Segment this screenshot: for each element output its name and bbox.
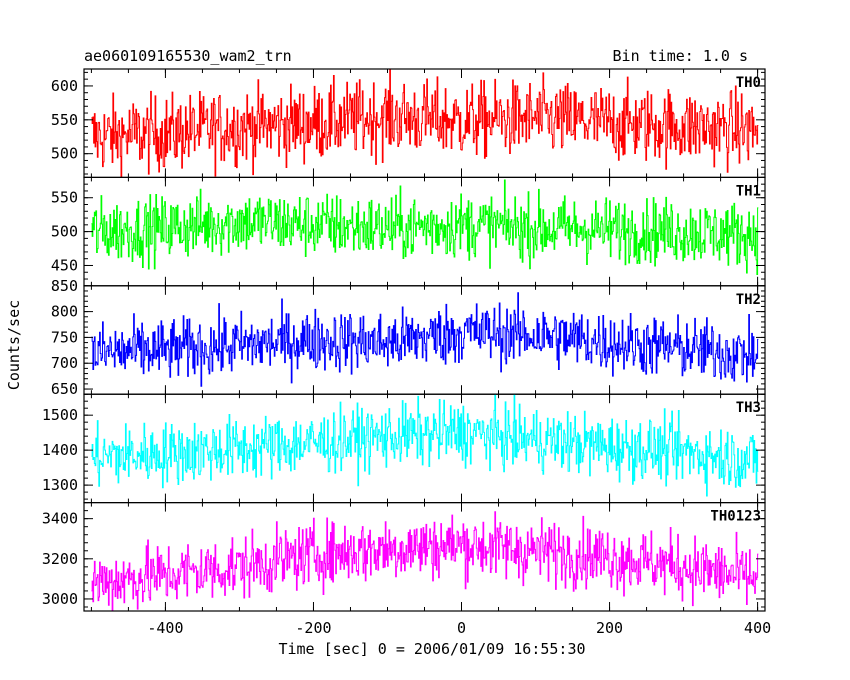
y-tick-label: 700 [51,354,78,372]
bin-time-label: Bin time: 1.0 s [613,47,748,65]
y-tick-label: 550 [51,111,78,129]
panel-label-th3: TH3 [736,400,761,416]
y-tick-label: 500 [51,145,78,163]
panel-label-th1: TH1 [736,183,761,199]
y-tick-label: 550 [51,189,78,207]
series-line-th0123 [91,511,759,612]
series-line-th0 [91,69,759,178]
y-tick-label: 3200 [42,550,78,568]
x-tick-label: -200 [295,619,331,637]
panel-th2: 650 700 750 800 850 TH2 [51,277,766,398]
y-tick-label: 1500 [42,406,78,424]
y-tick-label: 650 [51,380,78,398]
panel-th0123: 3000 3200 3400 TH0123 [42,502,766,612]
series-line-th1 [91,179,759,275]
x-tick-label: 400 [744,619,771,637]
observation-title: ae060109165530_wam2_trn [84,47,292,65]
y-tick-label: 3400 [42,510,78,528]
panels-group: 500 550 600 TH0 450 500 550 TH1 650 700 750 800 850 T… [42,68,771,637]
y-tick-label: 800 [51,303,78,321]
x-axis-label: Time [sec] 0 = 2006/01/09 16:55:30 [278,640,585,658]
series-line-th2 [91,292,759,387]
y-tick-label: 450 [51,256,78,274]
panel-label-th2: TH2 [736,292,761,308]
y-tick-label: 850 [51,277,78,295]
x-tick-label: 200 [596,619,623,637]
panel-th3: 1300 1400 1500 TH3 [42,393,766,504]
panel-th0: 500 550 600 TH0 [51,68,766,179]
y-tick-label: 1300 [42,476,78,494]
y-tick-label: 750 [51,328,78,346]
x-tick-label: 0 [457,619,466,637]
y-tick-label: 600 [51,77,78,95]
y-tick-label: 500 [51,223,78,241]
panel-th1: 450 500 550 TH1 [51,176,766,287]
y-tick-label: 1400 [42,441,78,459]
y-axis-label: Counts/sec [5,300,23,390]
x-tick-label: -400 [147,619,183,637]
y-tick-label: 3000 [42,590,78,608]
panel-label-th0: TH0 [736,75,761,91]
panel-label-th0123: TH0123 [710,509,761,525]
series-line-th3 [91,394,759,497]
